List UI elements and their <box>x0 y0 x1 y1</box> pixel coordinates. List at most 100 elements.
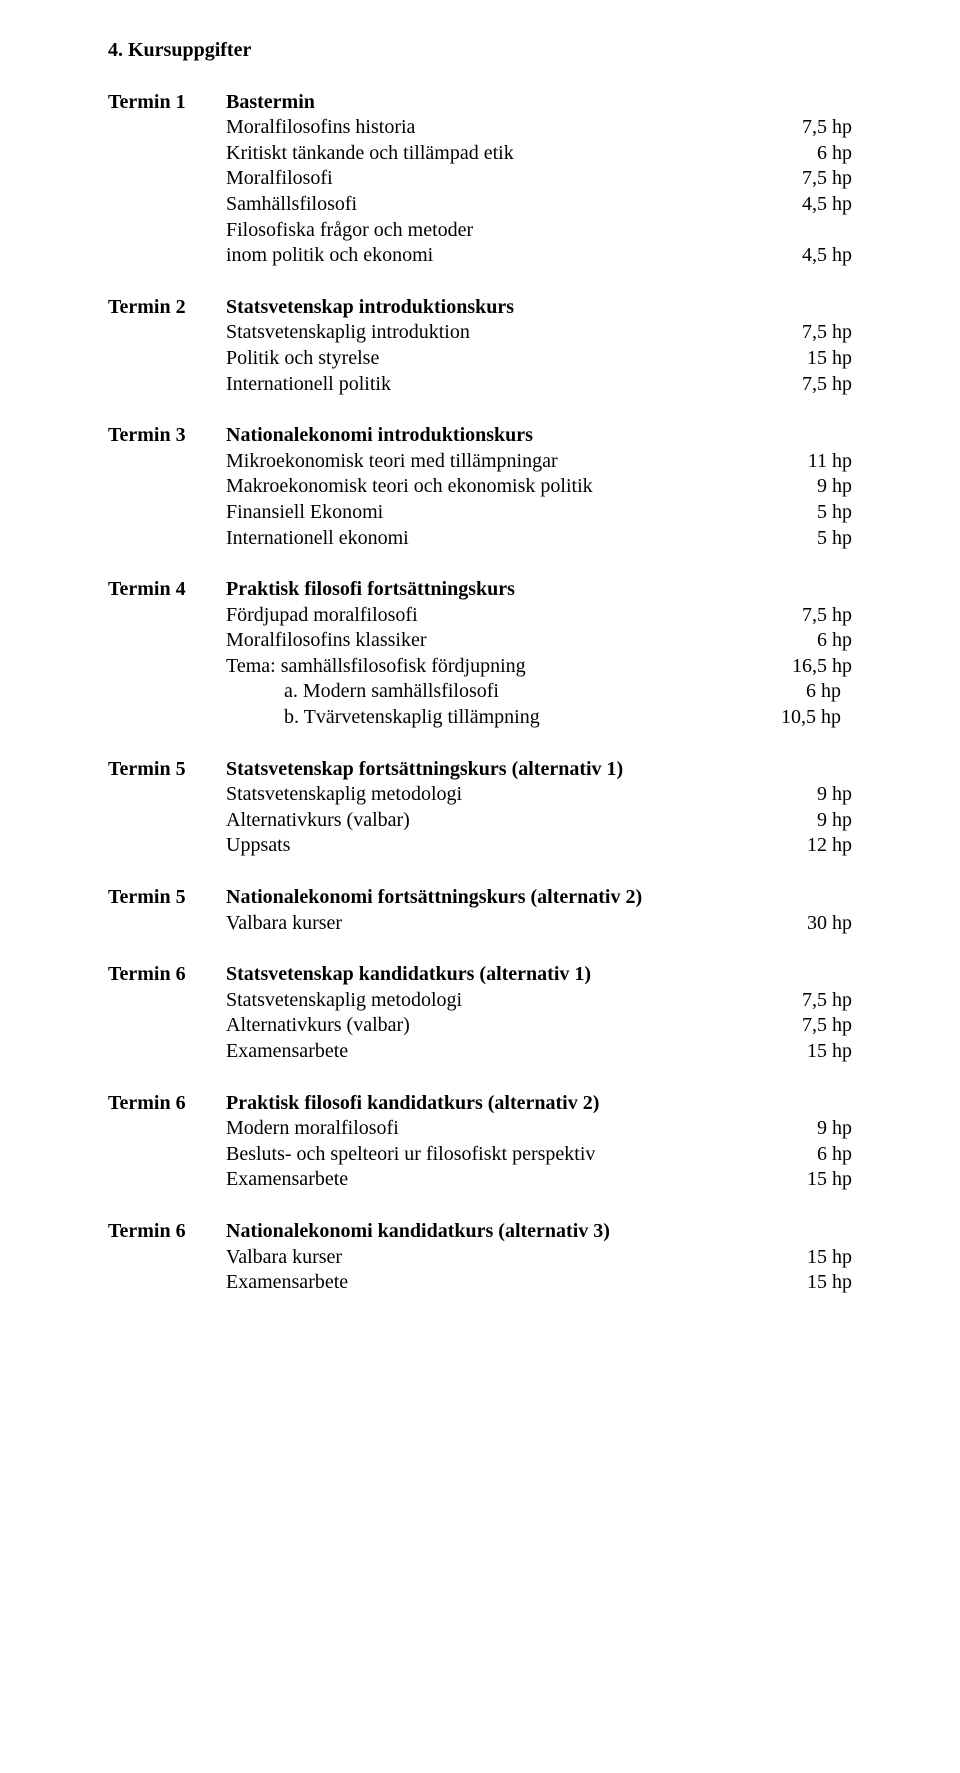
termin-label: Termin 6 <box>108 962 226 988</box>
course-row: inom politik och ekonomi4,5 hp <box>226 243 852 269</box>
course-credits: 15 hp <box>797 1039 852 1065</box>
termin-body: Nationalekonomi kandidatkurs (alternativ… <box>226 1219 852 1296</box>
termin-block: Termin 6Statsvetenskap kandidatkurs (alt… <box>108 962 852 1064</box>
course-name: Examensarbete <box>226 1039 797 1065</box>
termins-container: Termin 1BasterminMoralfilosofins histori… <box>108 90 852 1296</box>
course-credits: 6 hp <box>807 628 852 654</box>
course-credits: 11 hp <box>798 449 852 475</box>
termin-body: BasterminMoralfilosofins historia7,5 hpK… <box>226 90 852 269</box>
course-credits: 6 hp <box>796 679 852 705</box>
termin-title: Nationalekonomi introduktionskurs <box>226 423 852 449</box>
termin-block: Termin 4Praktisk filosofi fortsättningsk… <box>108 577 852 731</box>
termin-block: Termin 5Statsvetenskap fortsättningskurs… <box>108 757 852 859</box>
course-name: Internationell politik <box>226 372 792 398</box>
course-row: Moralfilosofins historia7,5 hp <box>226 115 852 141</box>
course-row: Statsvetenskaplig metodologi9 hp <box>226 782 852 808</box>
course-credits: 15 hp <box>797 1245 852 1271</box>
course-name: Statsvetenskaplig metodologi <box>226 782 807 808</box>
course-row: Moralfilosofi7,5 hp <box>226 166 852 192</box>
course-name: Fördjupad moralfilosofi <box>226 603 792 629</box>
termin-label: Termin 6 <box>108 1219 226 1245</box>
course-name: Finansiell Ekonomi <box>226 500 807 526</box>
course-name: b. Tvärvetenskaplig tillämpning <box>226 705 771 731</box>
course-credits: 9 hp <box>807 474 852 500</box>
course-credits: 7,5 hp <box>792 115 852 141</box>
course-credits: 5 hp <box>807 500 852 526</box>
course-credits: 7,5 hp <box>792 988 852 1014</box>
termin-body: Statsvetenskap introduktionskursStatsvet… <box>226 295 852 397</box>
termin-label: Termin 5 <box>108 757 226 783</box>
course-row: Finansiell Ekonomi5 hp <box>226 500 852 526</box>
termin-body: Nationalekonomi fortsättningskurs (alter… <box>226 885 852 936</box>
course-name: Examensarbete <box>226 1167 797 1193</box>
course-name: Valbara kurser <box>226 1245 797 1271</box>
termin-label: Termin 1 <box>108 90 226 116</box>
course-name: a. Modern samhällsfilosofi <box>226 679 796 705</box>
course-credits: 9 hp <box>807 782 852 808</box>
termin-title: Statsvetenskap fortsättningskurs (altern… <box>226 757 852 783</box>
termin-label: Termin 2 <box>108 295 226 321</box>
course-credits: 5 hp <box>807 526 852 552</box>
course-row: Besluts- och spelteori ur filosofiskt pe… <box>226 1142 852 1168</box>
termin-title: Praktisk filosofi kandidatkurs (alternat… <box>226 1091 852 1117</box>
course-row: Alternativkurs (valbar)9 hp <box>226 808 852 834</box>
course-name: Statsvetenskaplig introduktion <box>226 320 792 346</box>
course-name: Besluts- och spelteori ur filosofiskt pe… <box>226 1142 807 1168</box>
course-row: Samhällsfilosofi4,5 hp <box>226 192 852 218</box>
course-row: Valbara kurser15 hp <box>226 1245 852 1271</box>
course-name: Mikroekonomisk teori med tillämpningar <box>226 449 798 475</box>
termin-title: Bastermin <box>226 90 852 116</box>
course-credits: 6 hp <box>807 1142 852 1168</box>
course-row: Valbara kurser30 hp <box>226 911 852 937</box>
termin-label: Termin 3 <box>108 423 226 449</box>
course-credits: 9 hp <box>807 1116 852 1142</box>
page-heading: 4. Kursuppgifter <box>108 38 852 64</box>
termin-title: Nationalekonomi kandidatkurs (alternativ… <box>226 1219 852 1245</box>
course-credits: 7,5 hp <box>792 320 852 346</box>
course-row: Mikroekonomisk teori med tillämpningar11… <box>226 449 852 475</box>
course-credits: 15 hp <box>797 346 852 372</box>
course-credits: 15 hp <box>797 1167 852 1193</box>
termin-title: Statsvetenskap kandidatkurs (alternativ … <box>226 962 852 988</box>
course-credits: 7,5 hp <box>792 166 852 192</box>
course-credits: 10,5 hp <box>771 705 852 731</box>
course-row: Modern moralfilosofi9 hp <box>226 1116 852 1142</box>
termin-block: Termin 6Praktisk filosofi kandidatkurs (… <box>108 1091 852 1193</box>
course-name: Filosofiska frågor och metoder <box>226 218 842 244</box>
course-credits: 30 hp <box>797 911 852 937</box>
termin-block: Termin 6Nationalekonomi kandidatkurs (al… <box>108 1219 852 1296</box>
course-row: Tema: samhällsfilosofisk fördjupning16,5… <box>226 654 852 680</box>
course-name: Uppsats <box>226 833 797 859</box>
course-name: Moralfilosofins historia <box>226 115 792 141</box>
course-row: Politik och styrelse15 hp <box>226 346 852 372</box>
course-credits: 15 hp <box>797 1270 852 1296</box>
termin-title: Statsvetenskap introduktionskurs <box>226 295 852 321</box>
termin-body: Nationalekonomi introduktionskursMikroek… <box>226 423 852 551</box>
course-row: Makroekonomisk teori och ekonomisk polit… <box>226 474 852 500</box>
course-row: Examensarbete15 hp <box>226 1167 852 1193</box>
course-name: Valbara kurser <box>226 911 797 937</box>
course-row: Examensarbete15 hp <box>226 1270 852 1296</box>
course-credits: 7,5 hp <box>792 372 852 398</box>
termin-body: Praktisk filosofi fortsättningskursFördj… <box>226 577 852 731</box>
course-name: Moralfilosofi <box>226 166 792 192</box>
termin-label: Termin 5 <box>108 885 226 911</box>
course-credits: 12 hp <box>797 833 852 859</box>
course-credits: 7,5 hp <box>792 603 852 629</box>
course-row: Moralfilosofins klassiker6 hp <box>226 628 852 654</box>
course-row: Internationell politik7,5 hp <box>226 372 852 398</box>
course-row: Internationell ekonomi5 hp <box>226 526 852 552</box>
course-name: Alternativkurs (valbar) <box>226 1013 792 1039</box>
course-name: Kritiskt tänkande och tillämpad etik <box>226 141 807 167</box>
course-row: Examensarbete15 hp <box>226 1039 852 1065</box>
termin-body: Praktisk filosofi kandidatkurs (alternat… <box>226 1091 852 1193</box>
course-credits: 6 hp <box>807 141 852 167</box>
course-credits: 4,5 hp <box>792 243 852 269</box>
termin-block: Termin 5Nationalekonomi fortsättningskur… <box>108 885 852 936</box>
course-name: inom politik och ekonomi <box>226 243 792 269</box>
course-credits: 16,5 hp <box>782 654 852 680</box>
termin-body: Statsvetenskap fortsättningskurs (altern… <box>226 757 852 859</box>
course-name: Statsvetenskaplig metodologi <box>226 988 792 1014</box>
course-name: Moralfilosofins klassiker <box>226 628 807 654</box>
course-credits <box>842 218 852 244</box>
